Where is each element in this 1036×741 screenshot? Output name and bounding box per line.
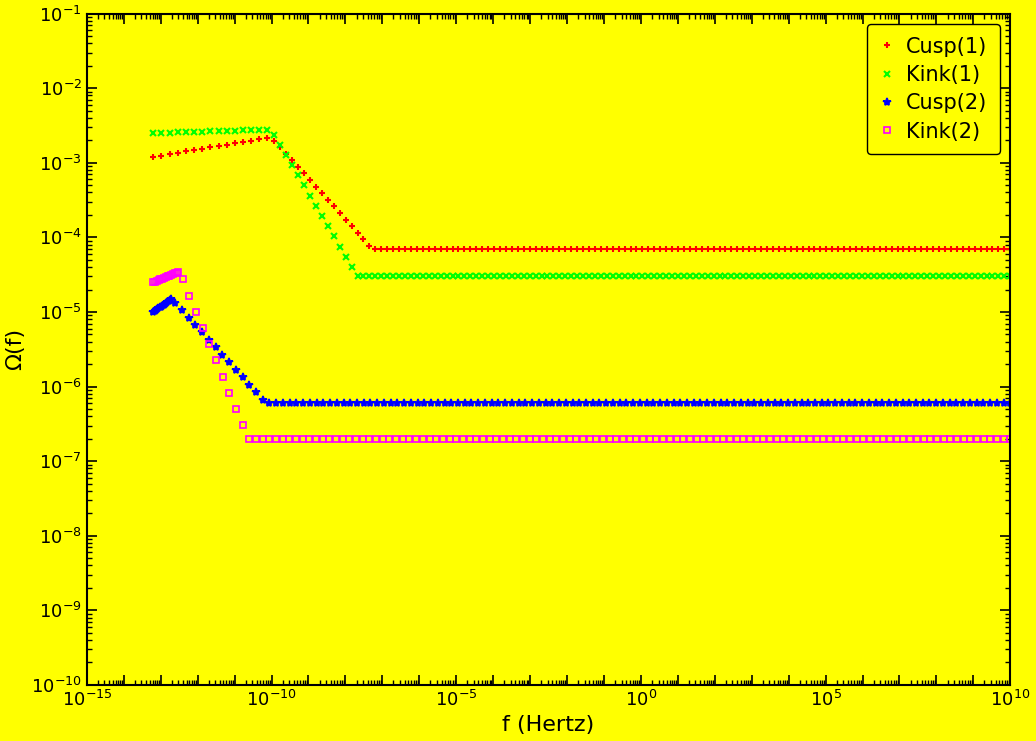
Kink(1) (351, 272, 364, 281)
Kink(1) (261, 125, 274, 134)
Cusp(2) (1004, 399, 1016, 408)
Kink(1) (268, 130, 281, 139)
Kink(2) (477, 434, 489, 443)
Cusp(2) (169, 298, 181, 307)
Line: Cusp(2): Cusp(2) (149, 295, 1014, 408)
Cusp(1) (369, 245, 381, 253)
Cusp(2) (263, 399, 276, 408)
Cusp(1) (261, 133, 274, 142)
Kink(1) (212, 127, 225, 136)
X-axis label: f (Hertz): f (Hertz) (502, 716, 595, 736)
Kink(2) (243, 434, 256, 443)
Line: Kink(1): Kink(1) (150, 126, 1014, 280)
Cusp(2) (546, 399, 558, 408)
Kink(1) (334, 242, 346, 251)
Y-axis label: Ω(f): Ω(f) (5, 328, 26, 370)
Cusp(1) (536, 245, 548, 253)
Cusp(2) (153, 303, 166, 312)
Cusp(2) (147, 308, 160, 316)
Cusp(2) (165, 295, 177, 304)
Kink(2) (147, 278, 160, 287)
Line: Kink(2): Kink(2) (150, 269, 1013, 442)
Cusp(2) (157, 300, 170, 309)
Line: Cusp(1): Cusp(1) (150, 134, 1014, 253)
Kink(2) (162, 272, 174, 281)
Kink(1) (188, 127, 200, 136)
Cusp(1) (1004, 245, 1016, 253)
Cusp(1) (268, 136, 281, 145)
Kink(2) (176, 275, 189, 284)
Kink(1) (147, 129, 160, 138)
Kink(2) (172, 268, 184, 276)
Kink(1) (601, 272, 613, 281)
Legend: Cusp(1), Kink(1), Cusp(2), Kink(2): Cusp(1), Kink(1), Cusp(2), Kink(2) (866, 24, 1000, 154)
Kink(1) (1004, 272, 1016, 281)
Kink(1) (536, 272, 548, 281)
Cusp(1) (212, 142, 225, 150)
Cusp(1) (147, 153, 160, 162)
Cusp(1) (188, 146, 200, 155)
Cusp(1) (601, 245, 613, 253)
Cusp(2) (243, 380, 256, 389)
Kink(2) (550, 434, 563, 443)
Cusp(2) (472, 399, 485, 408)
Kink(2) (256, 434, 268, 443)
Kink(2) (156, 274, 169, 283)
Cusp(1) (334, 208, 346, 217)
Kink(2) (1004, 434, 1016, 443)
